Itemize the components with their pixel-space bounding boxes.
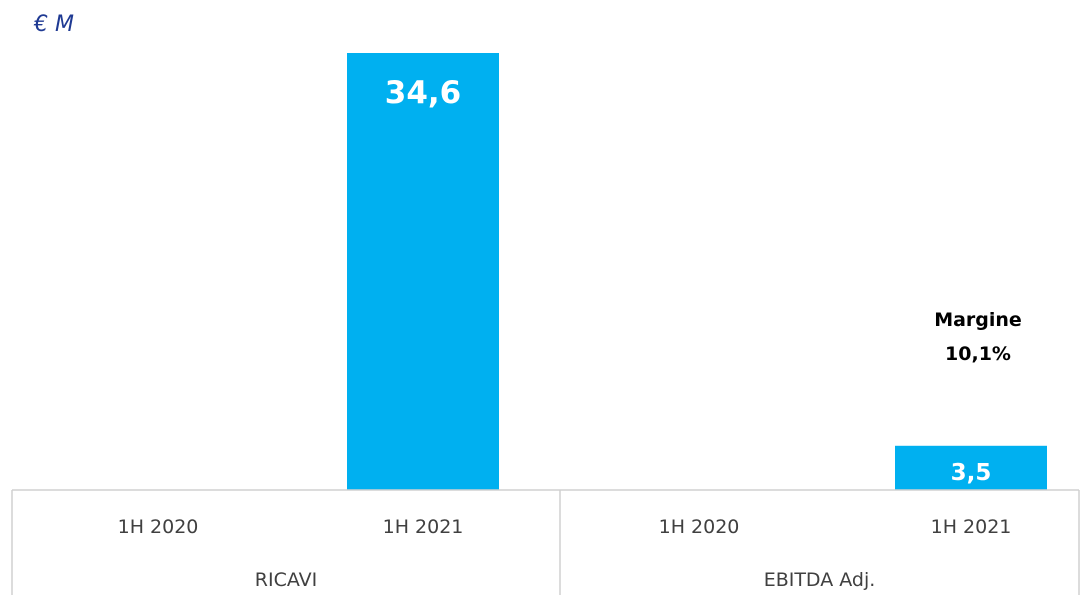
bar-value-label: 34,6 xyxy=(385,75,462,111)
bars-layer: 34,6 3,5 xyxy=(347,53,1047,490)
bar-ricavi-1h-2021 xyxy=(347,53,499,490)
margin-annotation: Margine 10,1% xyxy=(934,309,1022,365)
category-tick-label: 1H 2021 xyxy=(383,516,464,538)
annotation-line-1: Margine xyxy=(934,309,1022,331)
category-tick-label: 1H 2020 xyxy=(118,516,199,538)
group-label-ebitda: EBITDA Adj. xyxy=(764,569,876,591)
category-tick-label: 1H 2021 xyxy=(931,516,1012,538)
labels-layer: 1H 2020 1H 2021 RICAVI 1H 2020 1H 2021 EBITDA… xyxy=(118,516,1012,591)
category-tick-label: 1H 2020 xyxy=(659,516,740,538)
category-axis xyxy=(11,489,1080,595)
bar-value-label: 3,5 xyxy=(951,460,992,486)
unit-label: € M xyxy=(33,12,74,37)
annotation-line-2: 10,1% xyxy=(945,343,1011,365)
group-label-ricavi: RICAVI xyxy=(255,569,317,591)
bar-ebitda-1h-2021 xyxy=(895,445,1047,490)
